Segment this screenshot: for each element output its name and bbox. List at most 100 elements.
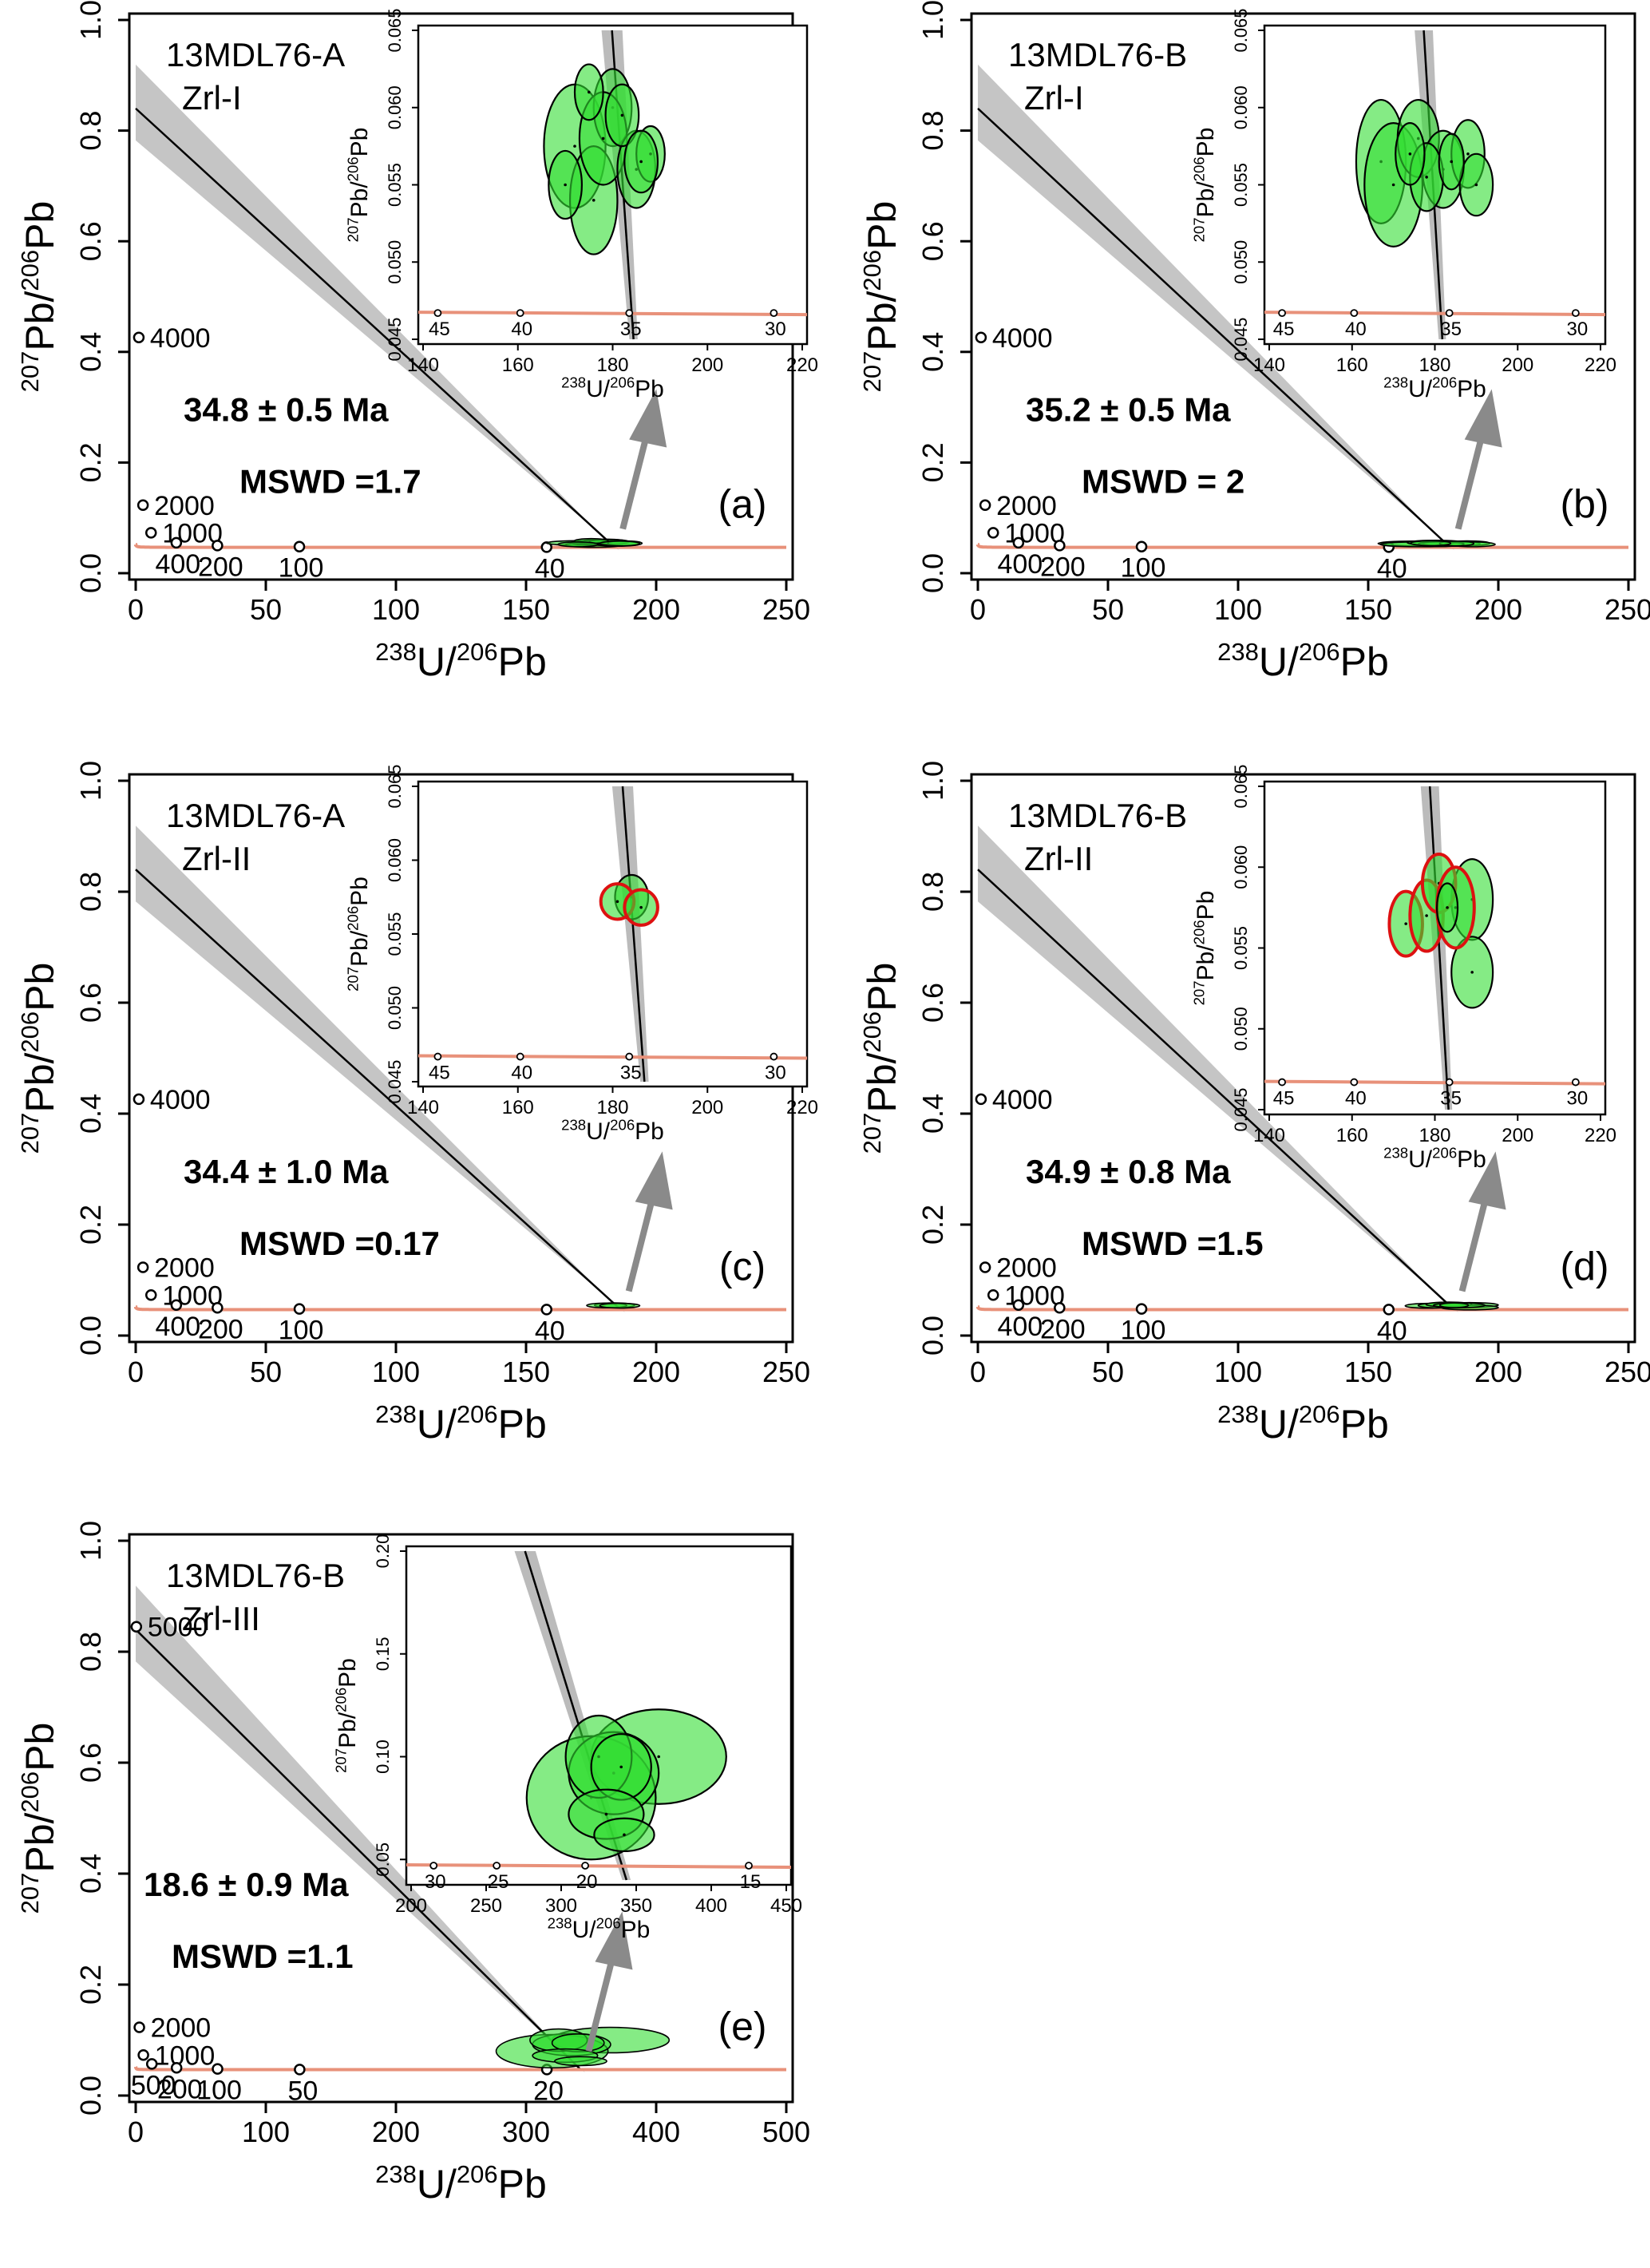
inset-x-tick-label: 180	[1419, 1125, 1450, 1146]
inset-concordia-curve	[406, 1862, 792, 1869]
inset-x-axis-label-element2: Pb	[1457, 376, 1486, 402]
inset-concordia-age-label: 45	[429, 319, 450, 340]
y-tick-label: 1.0	[916, 0, 949, 40]
inset-concordia-age-label: 40	[1345, 1088, 1367, 1110]
panel-label: (c)	[719, 1245, 766, 1289]
sample-name: 13MDL76-A	[166, 797, 345, 834]
y-axis-label-isotope2: 206	[16, 1011, 44, 1053]
x-tick-label: 150	[1344, 593, 1392, 626]
concordia-age-marker	[212, 2063, 224, 2075]
inset-data-point	[639, 905, 643, 909]
x-tick-label: 400	[632, 2116, 680, 2148]
x-tick-label: 150	[1344, 1356, 1392, 1388]
inset-concordia-age-marker	[1445, 1078, 1454, 1087]
inset-x-tick-label: 200	[1502, 1125, 1533, 1146]
concordia-age-marker	[145, 2058, 158, 2070]
inset-concordia-age-marker	[1350, 309, 1359, 318]
x-tick-label: 0	[128, 2116, 144, 2148]
concordia-age-marker	[133, 2021, 145, 2033]
concordia-age-label: 100	[279, 553, 324, 584]
concordia-curve	[134, 2065, 786, 2072]
panel-label: (a)	[718, 482, 766, 527]
x-axis-label-element: U/	[417, 1402, 457, 1447]
inset-data-point	[1470, 971, 1474, 974]
y-tick-label: 1.0	[74, 0, 107, 40]
y-tick-label: 0.2	[916, 1205, 949, 1245]
inset-concordia-age-marker	[625, 1052, 634, 1061]
concordia-age-label: 500	[131, 2070, 176, 2100]
y-axis-label: 207Pb/206Pb	[16, 201, 62, 393]
y-tick-label: 0.8	[74, 1632, 107, 1672]
y-tick-label: 1.0	[74, 1521, 107, 1561]
inset-x-tick-label: 160	[1336, 1125, 1368, 1146]
x-tick-label: 50	[1092, 593, 1124, 626]
inset-concordia-age-label: 30	[1567, 1088, 1589, 1110]
inset-x-tick-label: 180	[1419, 354, 1450, 376]
concordia-age-label: 400	[997, 549, 1043, 580]
inset-x-tick-label: 140	[407, 1097, 439, 1118]
concordia-age-marker	[170, 2062, 183, 2074]
inset-concordia-age-marker	[433, 309, 442, 318]
y-axis-label-isotope: 207	[858, 1113, 886, 1154]
concordia-age-label: 200	[198, 1314, 243, 1344]
y-tick-label: 1.0	[74, 761, 107, 801]
inset-y-tick-label: 0.20	[373, 1534, 393, 1569]
x-tick-label: 100	[1214, 593, 1262, 626]
x-tick-label: 300	[502, 2116, 550, 2148]
inset-x-axis-label-isotope: 238	[1383, 374, 1408, 391]
inset-data-point	[1408, 152, 1412, 156]
inset-concordia-age-marker	[1571, 309, 1580, 318]
inset-x-axis-label-isotope2: 206	[610, 1117, 635, 1134]
zoom-arrow-shaft	[619, 440, 649, 530]
zircon-group-label: Zrl-I	[182, 79, 242, 117]
mswd-result: MSWD =0.17	[239, 1225, 440, 1262]
concordia-age-marker	[979, 499, 991, 512]
inset-x-axis-label-isotope: 238	[1383, 1145, 1408, 1162]
y-tick-label: 0.4	[74, 1094, 107, 1134]
concordia-age-label: 2000	[151, 2013, 212, 2044]
zoom-arrow-head	[1468, 1151, 1506, 1210]
y-tick-label: 0.8	[74, 111, 107, 151]
x-axis-label-isotope2: 206	[457, 638, 498, 666]
concordia-age-marker	[212, 540, 224, 552]
x-axis-label-element: U/	[417, 2162, 457, 2207]
concordia-age-label: 40	[1377, 553, 1407, 584]
discordia-line	[135, 107, 616, 548]
inset-x-tick-label: 200	[1502, 354, 1533, 376]
y-axis-label-element2: Pb	[860, 963, 904, 1011]
inset-x-tick-label: 180	[596, 1097, 628, 1118]
inset-x-axis-label-element2: Pb	[1457, 1146, 1486, 1173]
inset-y-axis-label-element2: Pb	[1193, 128, 1219, 157]
inset-plot: 140 160 180 200 220 0.045 0.050 0.055 0.060 0.065…	[345, 764, 818, 1145]
inset-data-point	[1391, 183, 1395, 187]
discordia-line	[977, 107, 1451, 548]
x-tick-label: 50	[250, 593, 282, 626]
inset-data-point	[623, 1833, 626, 1837]
inset-concordia-curve	[1264, 1079, 1606, 1086]
x-tick-label: 200	[1474, 1356, 1522, 1388]
concordia-age-label: 20	[533, 2076, 564, 2106]
inset-y-tick-label: 0.055	[1231, 926, 1251, 970]
inset-y-tick-label: 0.050	[385, 986, 405, 1030]
inset-y-axis-label-element: Pb/	[1193, 181, 1219, 218]
inset-y-tick-label: 0.065	[1231, 8, 1251, 52]
concordia-age-marker	[1054, 540, 1066, 552]
inset-y-axis-label-isotope: 207	[1191, 980, 1208, 1005]
inset-x-tick-label: 300	[545, 1895, 577, 1917]
concordia-age-marker	[1135, 1303, 1148, 1315]
y-axis-label-element2: Pb	[18, 1723, 62, 1771]
inset-y-axis-label-isotope2: 206	[345, 906, 362, 931]
inset-x-axis-label-element: U/	[1408, 376, 1433, 402]
y-axis-label-isotope: 207	[16, 351, 44, 393]
y-axis-label-element: Pb/	[18, 291, 62, 350]
y-tick-label: 0.8	[916, 111, 949, 151]
x-axis-label-element2: Pb	[1340, 1402, 1389, 1447]
inset-concordia-age-label: 20	[576, 1871, 598, 1893]
sample-name: 13MDL76-A	[166, 36, 345, 73]
inset-y-tick-label: 0.055	[1231, 163, 1251, 207]
inset-y-axis-label: 207Pb/206Pb	[1191, 891, 1219, 1006]
y-tick-label: 0.6	[74, 221, 107, 261]
inset-concordia-age-label: 40	[1345, 319, 1367, 340]
x-axis-label-element: U/	[417, 639, 457, 684]
